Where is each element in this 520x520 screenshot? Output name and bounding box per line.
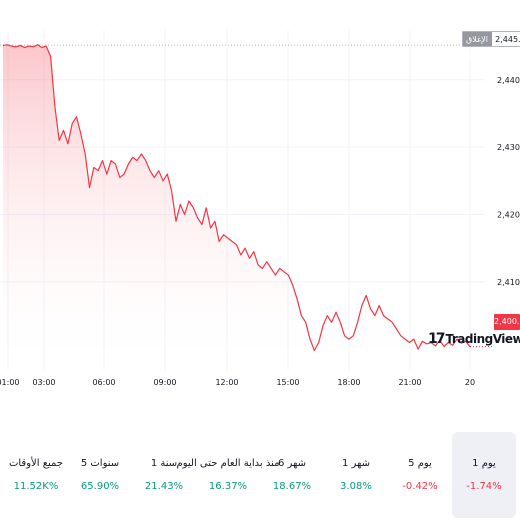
- period-tab-7[interactable]: جميع الأوقات 11.52K%: [4, 432, 68, 518]
- period-tab-6[interactable]: 5 سنوات 65.90%: [68, 432, 132, 518]
- period-change-value: -0.42%: [402, 481, 438, 492]
- y-tick-label: 2,410.00: [497, 278, 520, 287]
- period-label: 5 يوم: [408, 458, 432, 469]
- period-label: 1 يوم: [472, 458, 496, 469]
- period-label: 1 سنة: [150, 458, 178, 469]
- tradingview-logo[interactable]: 17 TradingView: [428, 331, 520, 347]
- price-chart[interactable]: 2,440.00 2,430.00 2,420.00 2,410.00 01:00 03:…: [0, 0, 520, 395]
- x-tick-label: 06:00: [92, 378, 115, 387]
- price-chart-svg[interactable]: 2,440.00 2,430.00 2,420.00 2,410.00 01:00 03:…: [0, 0, 520, 395]
- period-tab-0[interactable]: 1 يوم -1.74%: [452, 432, 516, 518]
- tradingview-logo-text: TradingView: [445, 332, 520, 346]
- previous-close-value: 2,445.14: [495, 35, 520, 44]
- period-change-value: 11.52K%: [13, 481, 59, 492]
- x-tick-label: 15:00: [276, 378, 299, 387]
- y-tick-label: 2,420.00: [497, 211, 520, 220]
- y-tick-label: 2,430.00: [497, 143, 520, 152]
- previous-close-label: الإغلاق السابق: [463, 32, 493, 60]
- period-label: جميع الأوقات: [8, 458, 64, 469]
- period-label: منذ بداية العام حتى اليوم: [176, 458, 280, 469]
- period-change-value: 65.90%: [80, 481, 120, 492]
- x-tick-label: 03:00: [32, 378, 55, 387]
- x-tick-label: 01:00: [0, 378, 20, 387]
- x-tick-label: 09:00: [153, 378, 176, 387]
- x-tick-label: 12:00: [215, 378, 238, 387]
- x-tick-label: 21:00: [398, 378, 421, 387]
- period-tab-3[interactable]: 6 شهر 18.67%: [260, 432, 324, 518]
- period-label: 1 شهر: [341, 458, 371, 469]
- period-label: 5 سنوات: [80, 458, 120, 469]
- period-change-value: 3.08%: [340, 481, 372, 492]
- previous-close-tag: الإغلاق السابق 2,445.14: [462, 31, 520, 60]
- period-change-value: -1.74%: [466, 481, 502, 492]
- period-tab-5[interactable]: 1 سنة 21.43%: [132, 432, 196, 518]
- period-selector: 1 يوم -1.74% 5 يوم -0.42% 1 شهر 3.08% 6 شهر 18.…: [0, 432, 520, 520]
- period-change-value: 18.67%: [272, 481, 312, 492]
- period-tab-4[interactable]: منذ بداية العام حتى اليوم 16.37%: [177, 432, 280, 518]
- last-price-tag: 2,400.38: [494, 314, 520, 330]
- x-tick-label: 20: [465, 378, 475, 387]
- period-change-value: 21.43%: [144, 481, 184, 492]
- period-tab-2[interactable]: 1 شهر 3.08%: [324, 432, 388, 518]
- period-change-value: 16.37%: [208, 481, 248, 492]
- period-tab-1[interactable]: 5 يوم -0.42%: [388, 432, 452, 518]
- period-label: 6 شهر: [277, 458, 307, 469]
- y-tick-label: 2,440.00: [497, 76, 520, 85]
- series-line: [2, 44, 471, 352]
- x-tick-label: 18:00: [337, 378, 360, 387]
- tradingview-logo-icon: 17: [428, 331, 446, 347]
- series-area: [3, 44, 470, 359]
